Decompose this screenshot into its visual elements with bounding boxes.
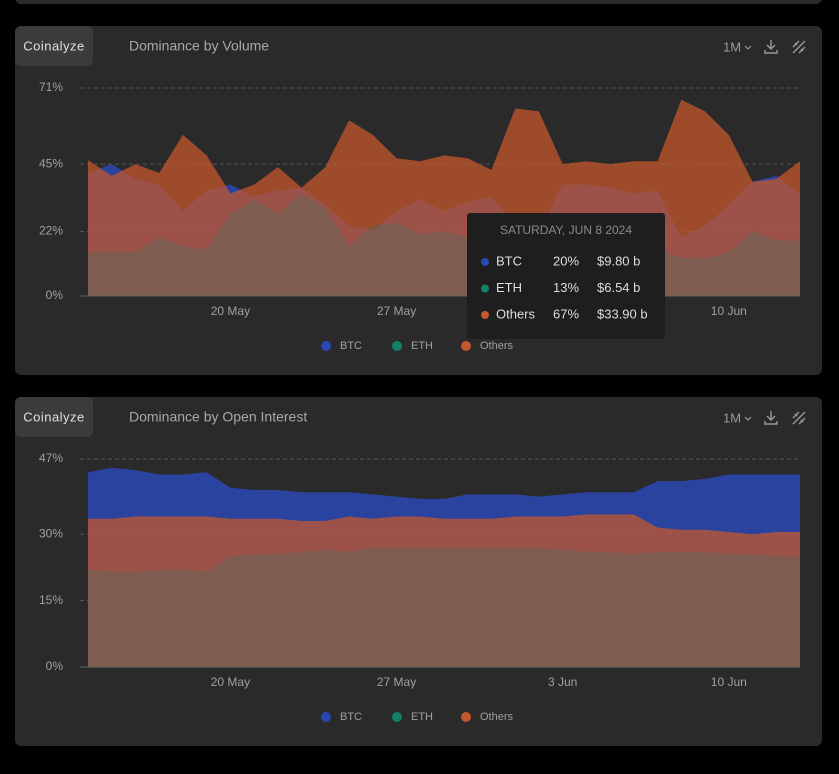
legend-label[interactable]: Others bbox=[480, 711, 514, 723]
legend-dot[interactable] bbox=[392, 341, 402, 351]
y-tick-label: 71% bbox=[39, 80, 63, 94]
y-tick-label: 22% bbox=[39, 224, 63, 238]
chevron bbox=[744, 45, 752, 50]
legend-dot[interactable] bbox=[461, 341, 471, 351]
legend-dot[interactable] bbox=[321, 341, 331, 351]
area bbox=[88, 514, 800, 667]
legend-label[interactable]: BTC bbox=[340, 340, 362, 352]
download-icon[interactable] bbox=[764, 40, 778, 54]
x-tick-label: 3 Jun bbox=[548, 675, 577, 689]
period-select[interactable]: 1M bbox=[723, 410, 741, 425]
settings-icon[interactable] bbox=[792, 40, 806, 54]
legend-dot[interactable] bbox=[461, 712, 471, 722]
tooltip-share: 20% bbox=[553, 253, 579, 268]
y-tick-label: 0% bbox=[46, 659, 64, 673]
tooltip-dot bbox=[481, 311, 489, 319]
y-tick-label: 47% bbox=[39, 451, 63, 465]
legend-label[interactable]: ETH bbox=[411, 340, 433, 352]
chevron bbox=[744, 416, 752, 421]
y-tick-label: 30% bbox=[39, 526, 63, 540]
tooltip-name: BTC bbox=[496, 253, 522, 268]
tooltip-name: Others bbox=[496, 306, 536, 321]
tooltip-amount: $6.54 b bbox=[597, 280, 640, 295]
chart-title: Dominance by Open Interest bbox=[129, 409, 307, 425]
x-tick-label: 27 May bbox=[377, 304, 416, 318]
y-tick-label: 0% bbox=[46, 288, 64, 302]
legend-label[interactable]: ETH bbox=[411, 711, 433, 723]
legend-dot[interactable] bbox=[321, 712, 331, 722]
y-tick-label: 15% bbox=[39, 593, 63, 607]
x-tick-label: 20 May bbox=[211, 675, 250, 689]
tooltip-share: 13% bbox=[553, 280, 579, 295]
x-tick-label: 27 May bbox=[377, 675, 416, 689]
settings-icon[interactable] bbox=[792, 411, 806, 425]
period-select[interactable]: 1M bbox=[723, 39, 741, 54]
legend-label[interactable]: Others bbox=[480, 340, 514, 352]
brand-tab bbox=[15, 397, 93, 437]
y-tick-label: 45% bbox=[39, 156, 63, 170]
tooltip-amount: $33.90 b bbox=[597, 306, 648, 321]
x-tick-label: 10 Jun bbox=[711, 304, 747, 318]
brand-tab bbox=[15, 26, 93, 66]
panel-edge bbox=[15, 0, 822, 4]
brand: Coinalyze bbox=[23, 409, 85, 424]
x-tick-label: 20 May bbox=[211, 304, 250, 318]
legend-dot[interactable] bbox=[392, 712, 402, 722]
brand: Coinalyze bbox=[23, 38, 85, 53]
area bbox=[88, 547, 800, 667]
tooltip-title: SATURDAY, JUN 8 2024 bbox=[500, 223, 632, 237]
legend-label[interactable]: BTC bbox=[340, 711, 362, 723]
tooltip-dot bbox=[481, 258, 489, 266]
tooltip-share: 67% bbox=[553, 306, 579, 321]
download-icon[interactable] bbox=[764, 411, 778, 425]
tooltip-dot bbox=[481, 284, 489, 293]
chart-title: Dominance by Volume bbox=[129, 38, 269, 54]
tooltip-amount: $9.80 b bbox=[597, 253, 640, 268]
tooltip bbox=[467, 213, 665, 339]
tooltip-name: ETH bbox=[496, 280, 522, 295]
x-tick-label: 10 Jun bbox=[711, 675, 747, 689]
